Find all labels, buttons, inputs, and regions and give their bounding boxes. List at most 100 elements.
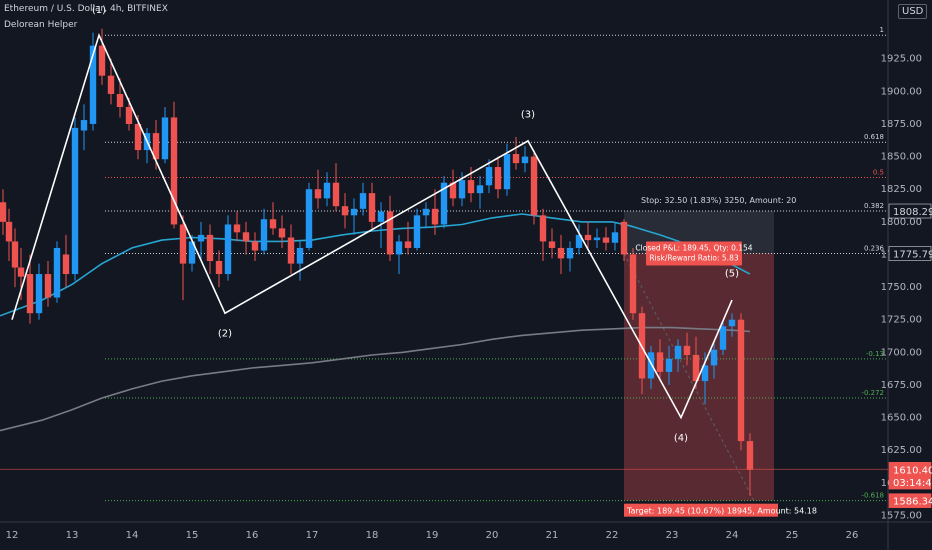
candle-body <box>620 221 628 255</box>
price-tag-box <box>888 493 932 508</box>
candle-body <box>377 211 385 222</box>
candle-body <box>11 241 19 268</box>
target-box <box>624 503 778 517</box>
price-tag-label: 1775.79 <box>893 249 932 260</box>
candle-body <box>719 326 727 350</box>
candle-body <box>179 224 187 264</box>
candle-body <box>197 234 205 242</box>
wave-lines: (1) (2) (3) (4) (5) <box>11 5 739 444</box>
candle-body <box>512 153 520 164</box>
time-tick-label: 17 <box>306 530 319 541</box>
candle-body <box>242 232 250 242</box>
elliott-wave-line <box>11 32 733 420</box>
candle-body <box>44 274 52 298</box>
fib-level-label: 0.618 <box>864 133 884 141</box>
candle-body <box>440 182 448 225</box>
candle-body <box>476 185 484 194</box>
candle-body <box>674 345 682 359</box>
price-axis[interactable]: 1575.001600.001625.001650.001675.001700.… <box>881 54 932 522</box>
candle-body <box>35 274 43 314</box>
candle-body <box>260 219 268 251</box>
time-axis[interactable]: 12 13 14 15 16 17 18 19 20 21 22 23 24 25 26 <box>6 530 859 541</box>
candle-body <box>503 153 511 190</box>
candle-body <box>584 234 592 241</box>
candle-body <box>647 352 655 379</box>
candle-body <box>224 224 232 275</box>
price-tick-label: 1875.00 <box>881 119 922 130</box>
time-tick-label: 24 <box>726 530 739 541</box>
candle-body <box>296 247 304 264</box>
candle-body <box>305 189 313 248</box>
candle-body <box>746 441 754 470</box>
time-tick-label: 21 <box>546 530 559 541</box>
candle-body <box>521 156 529 164</box>
fib-level-label: 0.236 <box>864 244 885 252</box>
candle-body <box>494 167 502 190</box>
pnl-box <box>646 241 742 266</box>
candle-body <box>728 319 736 327</box>
stop-label: Stop: 32.50 (1.83%) 3250, Amount: 20 <box>641 196 796 205</box>
wave-label: (1) <box>92 5 106 16</box>
candle-body <box>665 358 673 372</box>
candle-body <box>332 182 340 207</box>
candle-body <box>251 241 259 251</box>
candle-body <box>467 180 475 194</box>
currency-button[interactable]: USD <box>898 4 928 19</box>
candle-body <box>80 120 88 131</box>
time-tick-label: 15 <box>186 530 199 541</box>
candle-body <box>629 254 637 314</box>
candle-body <box>350 208 358 216</box>
trade-path-line <box>623 253 755 501</box>
price-tag-box <box>888 474 932 490</box>
candle-body <box>233 224 241 233</box>
candle-body <box>107 75 115 94</box>
price-tick-label: 1925.00 <box>881 54 922 65</box>
price-tick-label: 1725.00 <box>881 315 922 326</box>
candle-body <box>566 247 574 259</box>
candle-body <box>557 247 565 259</box>
candle-body <box>206 234 214 261</box>
candle-body <box>395 241 403 255</box>
candle-body <box>458 180 466 199</box>
candle-body <box>62 254 70 275</box>
wave-label: (3) <box>521 109 535 120</box>
moving-average-line <box>0 326 751 432</box>
candle-body <box>692 354 700 382</box>
indicator-title: Delorean Helper <box>4 20 78 30</box>
risk-reward-label: Risk/Reward Ratio: 5.83 <box>649 253 738 262</box>
price-tag-label: 03:14:43 <box>893 478 932 489</box>
price-tick-label: 1700.00 <box>881 347 922 358</box>
candle-body <box>485 167 493 186</box>
time-tick-label: 19 <box>426 530 439 541</box>
fib-level-label: -0.618 <box>861 492 884 500</box>
candle-body <box>449 182 457 199</box>
candle-body <box>98 45 106 76</box>
symbol-title: Ethereum / U.S. Dollar, 4h, BITFINEX <box>4 4 168 14</box>
candle-body <box>26 274 34 314</box>
candle-body <box>413 215 421 248</box>
candle-body <box>269 219 277 229</box>
candle-body <box>656 352 664 372</box>
candle-body <box>368 193 376 222</box>
trade-labels: Stop: 32.50 (1.83%) 3250, Amount: 20 Clos… <box>624 196 817 517</box>
candle-body <box>548 241 556 248</box>
candle-body <box>278 228 286 238</box>
candle-body <box>575 234 583 248</box>
fib-level-label: -0.13 <box>866 350 884 358</box>
candle-body <box>125 107 133 124</box>
time-tick-label: 13 <box>66 530 79 541</box>
candle-body <box>53 247 61 298</box>
candle-body <box>404 241 412 248</box>
candle-body <box>0 202 7 222</box>
time-tick-label: 16 <box>246 530 259 541</box>
candle-body <box>593 237 601 241</box>
candle-body <box>539 215 547 242</box>
pnl-label: Closed P&L: 189.45, Qty: 0.154 <box>635 243 752 252</box>
candle-body <box>116 93 124 108</box>
price-tag-box <box>888 246 932 261</box>
candle-body <box>683 345 691 355</box>
fib-level-label: 0.382 <box>864 202 884 210</box>
candle-body <box>701 365 709 382</box>
